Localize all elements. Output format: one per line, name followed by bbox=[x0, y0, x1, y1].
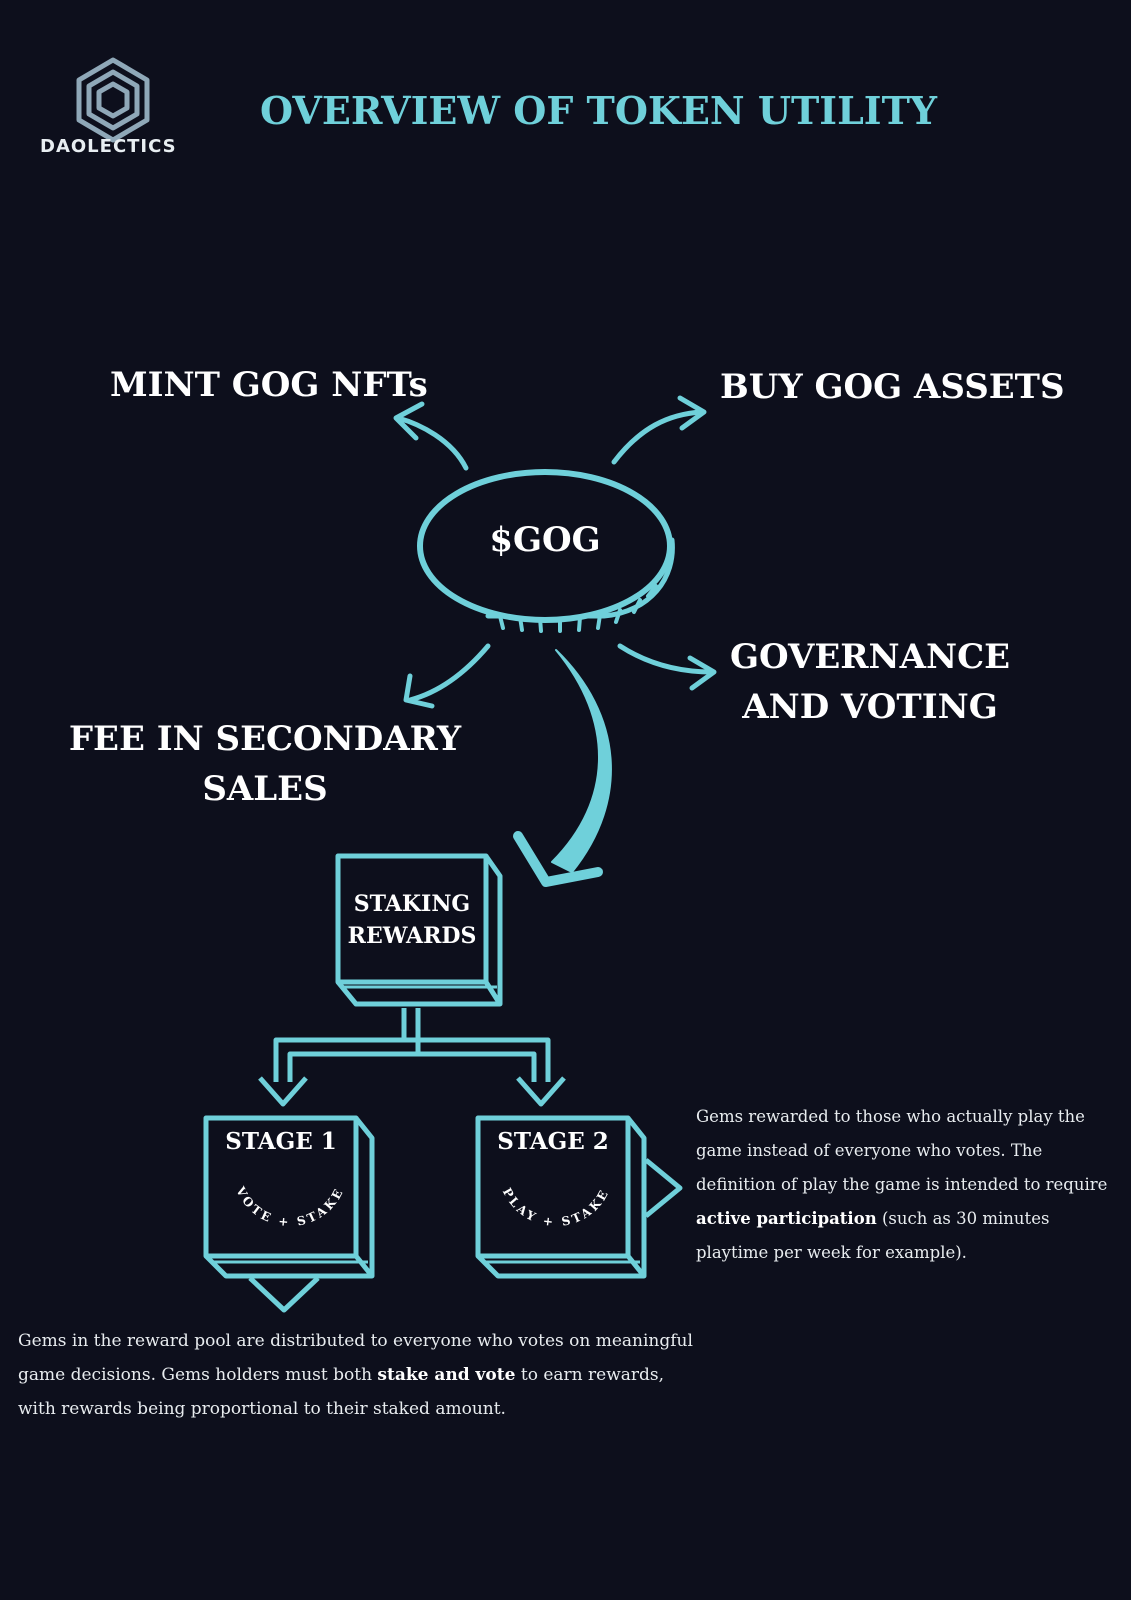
arrow-to-buy-icon bbox=[611, 395, 707, 465]
stage-1-description-tail: to earn rewards, with rewards being prop… bbox=[18, 1365, 665, 1419]
stage-1-description: Gems in the reward pool are distributed … bbox=[18, 1324, 698, 1426]
staking-label: STAKING REWARDS bbox=[338, 888, 486, 952]
staking-label-line1: STAKING bbox=[353, 891, 471, 917]
arrow-to-mint-icon bbox=[393, 401, 469, 471]
stage-2-description-tail: (such as 30 minutes playtime per week fo… bbox=[696, 1209, 1050, 1262]
stage-2-box-icon bbox=[475, 1115, 683, 1279]
utility-governance: GOVERNANCE AND VOTING bbox=[720, 632, 1020, 732]
stage-2-arc-text: PLAY + STAKE bbox=[500, 1186, 612, 1230]
stage-1-box-icon bbox=[203, 1115, 375, 1313]
staking-branch-connector bbox=[258, 1008, 566, 1107]
utility-governance-line2: AND VOTING bbox=[742, 687, 998, 727]
stage-1-description-bold: stake and vote bbox=[377, 1365, 516, 1385]
staking-box-icon bbox=[335, 853, 503, 1007]
utility-fee-line2: SALES bbox=[202, 769, 328, 809]
token-label: $GOG bbox=[489, 520, 601, 560]
stage-2-description: Gems rewarded to those who actually play… bbox=[696, 1100, 1121, 1270]
daolectics-logo-icon bbox=[76, 57, 150, 143]
staking-label-line2: REWARDS bbox=[347, 923, 477, 949]
utility-fee: FEE IN SECONDARY SALES bbox=[40, 714, 490, 814]
brand-name: DAOLECTICS bbox=[40, 136, 177, 157]
stage-1-title: STAGE 1 bbox=[225, 1128, 337, 1155]
arrow-to-staking-icon bbox=[513, 649, 612, 887]
utility-fee-line1: FEE IN SECONDARY bbox=[68, 719, 462, 759]
page-title: OVERVIEW OF TOKEN UTILITY bbox=[260, 88, 937, 133]
stage-2-description-bold: active participation bbox=[696, 1209, 877, 1228]
utility-governance-line1: GOVERNANCE bbox=[729, 637, 1011, 677]
arrow-to-fee-icon bbox=[403, 643, 491, 709]
utility-buy: BUY GOG ASSETS bbox=[720, 367, 1065, 407]
utility-mint: MINT GOG NFTs bbox=[110, 365, 428, 405]
stage-1-description-text: Gems in the reward pool are distributed … bbox=[18, 1331, 693, 1385]
stage-2-description-text: Gems rewarded to those who actually play… bbox=[696, 1107, 1108, 1194]
arrow-to-governance-icon bbox=[617, 643, 717, 691]
gog-coin-icon bbox=[417, 469, 675, 633]
stage-2-title: STAGE 2 bbox=[497, 1128, 609, 1155]
stage-1-arc-text: VOTE + STAKE bbox=[233, 1184, 347, 1230]
